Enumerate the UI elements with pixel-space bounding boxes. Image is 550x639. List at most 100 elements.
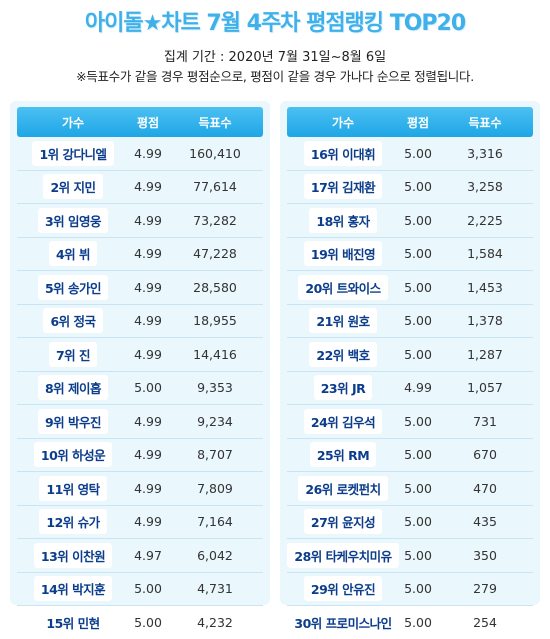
votes-cell: 2,225 [467, 212, 503, 228]
singer-name: 29위 안유진 [303, 576, 383, 602]
singer-name: 24위 김우석 [303, 408, 383, 434]
score-cell: 4.99 [134, 447, 162, 463]
singer-cell: 19위 배진영 [287, 241, 399, 267]
singer-cell: 30위 프로미스나인 [287, 609, 399, 635]
singer-cell: 11위 영탁 [17, 475, 129, 501]
singer-cell: 20위 트와이스 [287, 274, 399, 300]
period-text: 집계 기간 : 2020년 7월 31일~8월 6일 [163, 50, 387, 65]
singer-name: 17위 김재환 [303, 174, 383, 200]
singer-name: 3위 임영웅 [37, 207, 109, 233]
score-cell: 5.00 [404, 313, 432, 329]
table-row: 6위 정국 4.99 18,955 [17, 305, 263, 338]
table-row: 11위 영탁 4.99 7,809 [17, 472, 263, 506]
singer-cell: 25위 RM [287, 442, 399, 468]
score-cell: 4.99 [134, 413, 162, 429]
singer-name: 8위 제이홉 [37, 375, 109, 401]
score-cell: 5.00 [404, 179, 432, 195]
singer-name: 27위 윤지성 [303, 509, 383, 535]
votes-cell: 9,353 [197, 380, 233, 396]
header-singer: 가수 [61, 115, 85, 130]
table-row: 18위 홍자 5.00 2,225 [287, 204, 533, 238]
table-row: 23위 JR 4.99 1,057 [287, 372, 533, 405]
page-title: 아이돌★차트 7월 4주차 평점랭킹 TOP20 [84, 11, 466, 36]
singer-cell: 9위 박우진 [17, 408, 129, 434]
singer-name: 7위 진 [48, 341, 98, 367]
score-cell: 4.97 [134, 547, 162, 563]
table-row: 26위 로켓펀치 5.00 470 [287, 472, 533, 506]
singer-cell: 18위 홍자 [287, 207, 399, 233]
score-cell: 5.00 [404, 279, 432, 295]
score-cell: 5.00 [134, 581, 162, 597]
votes-cell: 18,955 [193, 313, 237, 329]
table-row: 22위 백호 5.00 1,287 [287, 338, 533, 372]
table-row: 27위 윤지성 5.00 435 [287, 506, 533, 539]
score-cell: 5.00 [404, 581, 432, 597]
votes-cell: 1,378 [467, 313, 503, 329]
header-votes: 득표수 [468, 115, 502, 130]
singer-name: 15위 민현 [39, 609, 107, 635]
singer-cell: 28위 타케우치미유 [287, 542, 399, 568]
singer-name: 4위 뷔 [48, 241, 98, 267]
table-row: 17위 김재환 5.00 3,258 [287, 171, 533, 204]
score-cell: 5.00 [404, 547, 432, 563]
singer-cell: 17위 김재환 [287, 174, 399, 200]
table-row: 24위 김우석 5.00 731 [287, 405, 533, 439]
table-row: 19위 배진영 5.00 1,584 [287, 238, 533, 271]
votes-cell: 1,057 [467, 380, 503, 396]
score-cell: 5.00 [404, 447, 432, 463]
votes-cell: 14,416 [193, 346, 237, 362]
score-cell: 4.99 [134, 514, 162, 530]
votes-cell: 279 [473, 581, 497, 597]
votes-cell: 731 [473, 413, 497, 429]
votes-cell: 350 [473, 547, 497, 563]
votes-cell: 8,707 [197, 447, 233, 463]
score-cell: 5.00 [404, 413, 432, 429]
singer-cell: 26위 로켓펀치 [287, 475, 399, 501]
table-row: 29위 안유진 5.00 279 [287, 573, 533, 606]
header-score: 평점 [406, 115, 430, 130]
singer-cell: 12위 슈가 [17, 509, 129, 535]
singer-name: 10위 하성운 [33, 442, 113, 468]
singer-name: 20위 트와이스 [298, 274, 388, 300]
table-row: 4위 뷔 4.99 47,228 [17, 238, 263, 271]
score-cell: 4.99 [134, 246, 162, 262]
votes-cell: 470 [473, 480, 497, 496]
table-row: 28위 타케우치미유 5.00 350 [287, 539, 533, 573]
score-cell: 5.00 [404, 246, 432, 262]
singer-cell: 8위 제이홉 [17, 375, 129, 401]
table-body: 1위 강다니엘 4.99 160,410 2위 지민 4.99 77,614 3위 임영웅 4… [17, 137, 263, 639]
score-cell: 4.99 [134, 313, 162, 329]
singer-name: 1위 강다니엘 [32, 140, 114, 166]
header-votes: 득표수 [198, 115, 232, 130]
table-row: 3위 임영웅 4.99 73,282 [17, 204, 263, 238]
singer-name: 5위 송가인 [37, 274, 109, 300]
singer-name: 9위 박우진 [37, 408, 109, 434]
votes-cell: 7,164 [197, 514, 233, 530]
singer-cell: 10위 하성운 [17, 442, 129, 468]
ranking-table-left: 가수 평점 득표수 1위 강다니엘 4.99 160,410 2위 지민 4.99 77,… [10, 101, 270, 635]
table-header: 가수 평점 득표수 [287, 107, 533, 137]
singer-name: 22위 백호 [309, 341, 377, 367]
table-row: 25위 RM 5.00 670 [287, 439, 533, 472]
votes-cell: 3,258 [467, 179, 503, 195]
singer-cell: 15위 민현 [17, 609, 129, 635]
singer-name: 26위 로켓펀치 [298, 475, 388, 501]
singer-name: 11위 영탁 [39, 475, 107, 501]
sort-note: ※득표수가 같을 경우 평점순으로, 평점이 같을 경우 가나다 순으로 정렬됩… [76, 69, 474, 84]
score-cell: 5.00 [134, 614, 162, 630]
singer-name: 16위 이대휘 [303, 140, 383, 166]
votes-cell: 77,614 [193, 179, 237, 195]
singer-cell: 5위 송가인 [17, 274, 129, 300]
singer-cell: 4위 뷔 [17, 241, 129, 267]
votes-cell: 4,232 [197, 614, 233, 630]
votes-cell: 3,316 [467, 145, 503, 161]
table-row: 12위 슈가 4.99 7,164 [17, 506, 263, 539]
singer-cell: 23위 JR [287, 375, 399, 401]
score-cell: 5.00 [404, 346, 432, 362]
singer-name: 23위 JR [313, 375, 373, 401]
singer-cell: 24위 김우석 [287, 408, 399, 434]
singer-cell: 16위 이대휘 [287, 140, 399, 166]
singer-cell: 13위 이찬원 [17, 542, 129, 568]
score-cell: 4.99 [134, 279, 162, 295]
singer-name: 13위 이찬원 [33, 542, 113, 568]
